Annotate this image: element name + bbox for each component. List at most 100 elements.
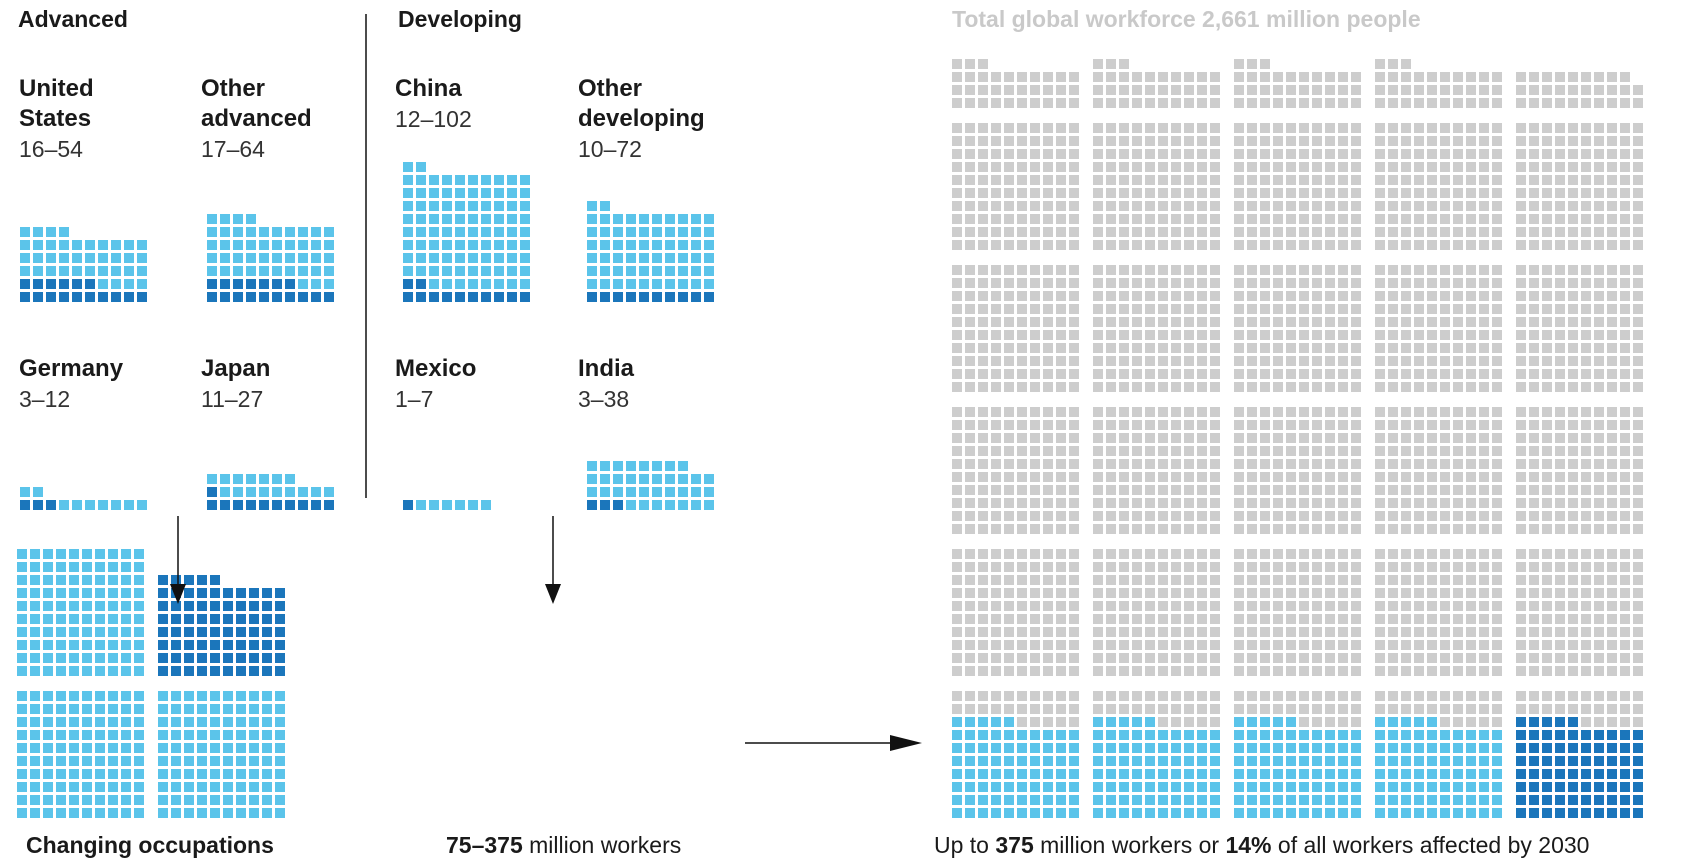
waffle-square-united-states [33,266,43,276]
global-waffle-square [1184,756,1194,766]
global-waffle-square [1351,420,1361,430]
global-waffle-square [1017,123,1027,133]
waffle-square-united-states [85,266,95,276]
waffle-square-china [481,214,491,224]
combined-waffle-square [275,808,285,818]
global-waffle-square [1466,627,1476,637]
global-waffle-square [1234,123,1244,133]
global-waffle-square [1273,304,1283,314]
global-waffle-square [1427,627,1437,637]
global-waffle-square [1017,369,1027,379]
combined-waffle-square [249,640,259,650]
waffle-square-other-advanced [324,266,334,276]
global-waffle-square [1260,782,1270,792]
affected-summary: Up to 375 million workers or 14% of all … [934,832,1589,859]
global-waffle-square [1145,524,1155,534]
country-label-united-states: United States 16–54 [19,74,94,164]
global-waffle-square [1273,704,1283,714]
global-waffle-square [1234,666,1244,676]
combined-waffle-square [184,730,194,740]
global-waffle-square [1184,420,1194,430]
waffle-square-mexico [403,500,413,510]
global-waffle-square [991,614,1001,624]
combined-waffle-square [82,691,92,701]
combined-waffle-square [197,627,207,637]
global-waffle-square [1171,562,1181,572]
global-waffle-square [991,227,1001,237]
global-waffle-square [1453,265,1463,275]
combined-waffle-square [184,717,194,727]
global-waffle-square [952,201,962,211]
global-waffle-square [965,201,975,211]
combined-waffle-square [108,653,118,663]
global-waffle-square [1093,278,1103,288]
global-waffle-square [1401,175,1411,185]
global-waffle-square [1004,730,1014,740]
global-waffle-square [1542,588,1552,598]
global-waffle-square [1516,511,1526,521]
waffle-square-china [429,175,439,185]
global-waffle-square [1607,808,1617,818]
combined-waffle-square [210,614,220,624]
global-waffle-square [1568,407,1578,417]
global-waffle-square [952,123,962,133]
global-waffle-square [1581,343,1591,353]
global-waffle-square [1171,782,1181,792]
combined-waffle-square [56,769,66,779]
global-waffle-square [1325,743,1335,753]
global-waffle-square [1555,201,1565,211]
global-waffle-square [1119,498,1129,508]
global-waffle-square [1466,459,1476,469]
global-waffle-square [1351,511,1361,521]
global-waffle-square [1492,446,1502,456]
global-waffle-square [1299,227,1309,237]
combined-waffle-square [197,808,207,818]
global-waffle-square [991,627,1001,637]
global-waffle-square [1594,627,1604,637]
global-waffle-square [1375,433,1385,443]
global-waffle-square [1043,123,1053,133]
global-waffle-square [1453,691,1463,701]
global-waffle-square [1375,640,1385,650]
global-waffle-square [1247,524,1257,534]
global-waffle-square [1516,201,1526,211]
global-waffle-square [991,317,1001,327]
waffle-square-japan [272,500,282,510]
global-waffle-square [952,459,962,469]
global-waffle-square [1043,304,1053,314]
global-waffle-square [1069,85,1079,95]
waffle-square-india [652,500,662,510]
global-waffle-square [1184,433,1194,443]
global-waffle-square [1004,317,1014,327]
global-waffle-square [1260,136,1270,146]
global-waffle-square [1620,627,1630,637]
global-waffle-square [1351,369,1361,379]
global-waffle-square [1093,149,1103,159]
global-waffle-square [1325,653,1335,663]
global-waffle-square [1234,227,1244,237]
global-waffle-square [1427,317,1437,327]
combined-waffle-square [134,653,144,663]
global-waffle-square [1607,562,1617,572]
global-waffle-square [1492,472,1502,482]
global-waffle-square [1542,549,1552,559]
global-waffle-square [1620,330,1630,340]
global-waffle-square [1555,317,1565,327]
waffle-square-china [520,214,530,224]
global-waffle-square [1017,98,1027,108]
combined-waffle-square [210,769,220,779]
global-waffle-square [1171,730,1181,740]
global-waffle-square [1633,524,1643,534]
global-waffle-square [1043,162,1053,172]
combined-waffle-square [184,808,194,818]
global-waffle-square [978,562,988,572]
global-waffle-square [1414,188,1424,198]
global-waffle-square [1132,575,1142,585]
global-waffle-square [1312,485,1322,495]
global-waffle-square [1158,472,1168,482]
combined-waffle-square [158,653,168,663]
global-waffle-square [1479,756,1489,766]
global-waffle-square [1581,188,1591,198]
global-waffle-square [1492,601,1502,611]
combined-waffle-square [95,614,105,624]
